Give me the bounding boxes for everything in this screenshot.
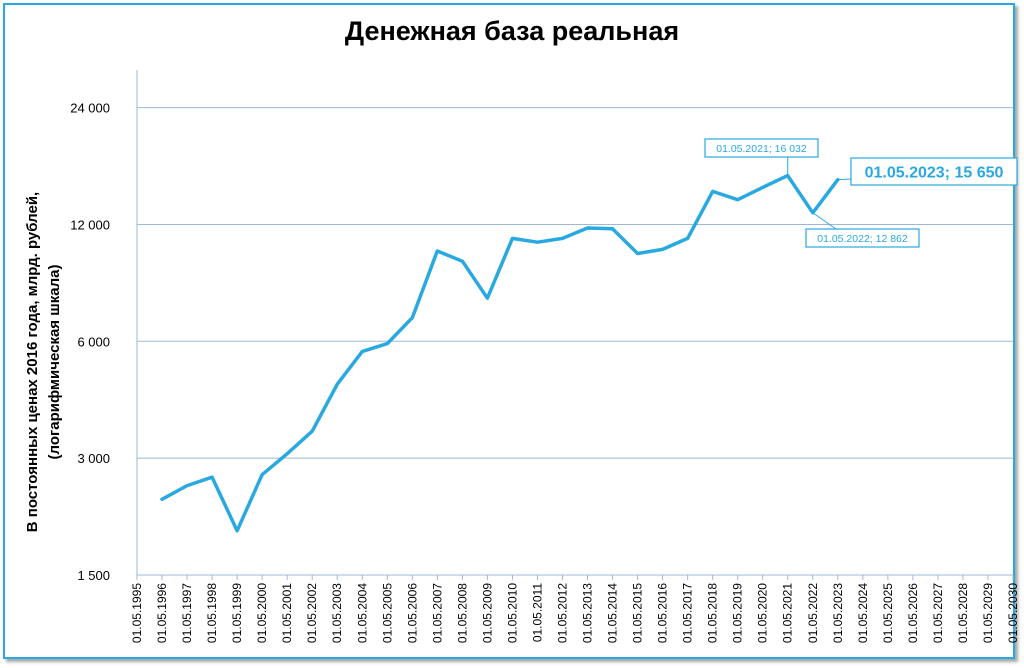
- x-tick-label: 01.05.2012: [555, 583, 569, 643]
- y-tick-label: 3 000: [77, 451, 110, 466]
- annotation-box: [805, 228, 920, 248]
- x-tick-label: 01.05.2002: [305, 583, 319, 643]
- x-tick-label: 01.05.2019: [731, 583, 745, 643]
- x-tick-label: 01.05.2030: [1006, 583, 1020, 643]
- x-tick-label: 01.05.2024: [856, 583, 870, 643]
- x-tick-label: 01.05.2025: [881, 583, 895, 643]
- x-tick-label: 01.05.2027: [931, 583, 945, 643]
- x-tick-label: 01.05.2010: [505, 583, 519, 643]
- axes: [136, 70, 1014, 580]
- x-tick-label: 01.05.2015: [631, 583, 645, 643]
- x-tick-label: 01.05.2007: [430, 583, 444, 643]
- annotation-callout: 01.05.2023; 15 650: [837, 157, 1018, 186]
- annotations: 01.05.2021; 16 032 01.05.2022; 12 862 01.0…: [704, 138, 1018, 248]
- x-tick-label: 01.05.2026: [906, 583, 920, 643]
- annotation-label: 01.05.2022; 12 862: [817, 233, 908, 245]
- series-line: [160, 173, 840, 533]
- x-tick-label: 01.05.1999: [230, 583, 244, 643]
- x-tick-label: 01.05.1997: [180, 583, 194, 643]
- annotation-box: [850, 157, 1018, 186]
- chart-title: Денежная база реальная: [344, 16, 680, 46]
- x-tick-label: 01.05.2004: [355, 583, 369, 643]
- y-tick-label: 1 500: [77, 568, 110, 583]
- x-tick-labels: 01.05.1995 01.05.1996 01.05.1997 01.05.1998…: [130, 583, 1020, 643]
- annotation-callout: 01.05.2022; 12 862: [805, 212, 920, 248]
- annotation-leader: [837, 178, 852, 181]
- annotation-leader: [812, 212, 837, 230]
- x-tick-label: 01.05.2022: [806, 583, 820, 643]
- x-tick-label: 01.05.2029: [981, 583, 995, 643]
- x-tick-label: 01.05.2011: [530, 583, 544, 642]
- annotation-callout: 01.05.2021; 16 032: [704, 138, 819, 176]
- x-tick-label: 01.05.2018: [706, 583, 720, 643]
- x-tick-label: 01.05.1996: [155, 583, 169, 643]
- x-tick-label: 01.05.2021: [781, 583, 795, 643]
- y-tick-label: 6 000: [77, 334, 110, 349]
- x-tick-label: 01.05.2016: [656, 583, 670, 643]
- x-tick-label: 01.05.2020: [756, 583, 770, 643]
- x-tick-label: 01.05.2017: [681, 583, 695, 643]
- x-tick-label: 01.05.2006: [405, 583, 419, 643]
- x-tick-label: 01.05.2023: [831, 583, 845, 643]
- gridlines: [137, 107, 1013, 459]
- x-tick-label: 01.05.1995: [130, 583, 144, 643]
- y-tick-label: 12 000: [70, 217, 110, 232]
- chart-frame: [3, 3, 1015, 659]
- y-tick-label: 24 000: [70, 101, 110, 116]
- annotation-box: [704, 138, 819, 158]
- x-tick-label: 01.05.2028: [956, 583, 970, 643]
- x-tick-label: 01.05.2009: [480, 583, 494, 643]
- x-tick-label: 01.05.2013: [581, 583, 595, 643]
- x-tick-label: 01.05.2014: [606, 583, 620, 643]
- annotation-label: 01.05.2023; 15 650: [865, 164, 1004, 181]
- x-tick-label: 01.05.2005: [380, 583, 394, 643]
- series-group: [160, 173, 840, 533]
- x-tick-label: 01.05.2008: [455, 583, 469, 643]
- x-tick-label: 01.05.2003: [330, 583, 344, 643]
- x-tick-label: 01.05.2001: [280, 583, 294, 643]
- annotation-label: 01.05.2021; 16 032: [716, 143, 807, 155]
- x-tick-label: 01.05.1998: [205, 583, 219, 643]
- y-tick-labels: 1 500 3 000 6 000 12 000 24 000: [70, 101, 110, 583]
- x-tick-label: 01.05.2000: [255, 583, 269, 643]
